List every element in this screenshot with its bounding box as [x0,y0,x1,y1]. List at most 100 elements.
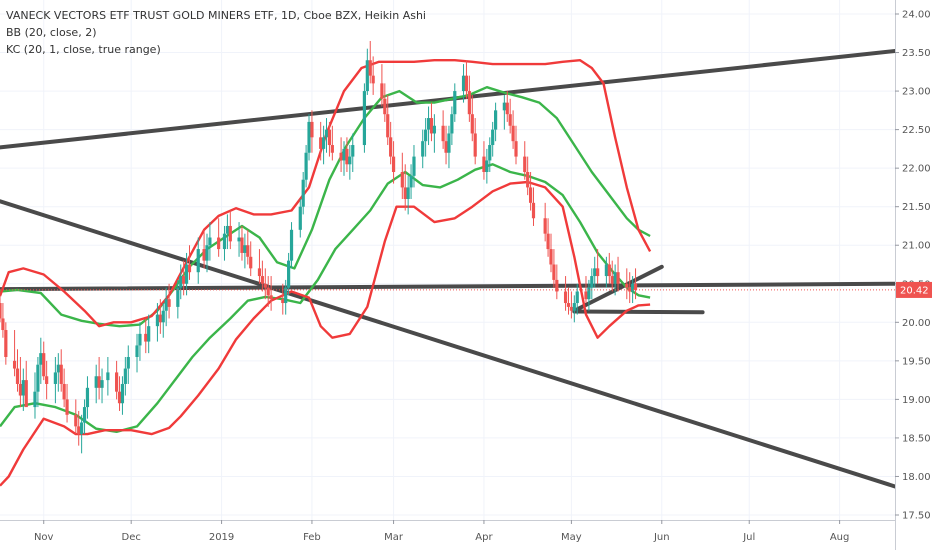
keltner-lower-line [0,163,651,433]
y-tick-label: 19.50 [902,356,931,367]
candle-body [18,383,23,396]
candle-body [187,264,192,273]
candle-down [616,256,620,292]
candle-body [106,372,110,381]
candle-body [301,179,305,207]
candle-down [144,318,148,354]
candle-down [549,233,553,273]
candle-body [426,118,431,130]
candle-body [473,133,477,157]
candle-down [526,156,530,196]
y-axis-background [895,0,932,550]
candle-up [604,256,608,288]
candle-body [182,276,186,284]
candle-down [633,268,638,300]
x-axis[interactable]: Nov Dec 2019 Feb Mar Apr May Jun Jul Aug [0,520,895,550]
candle-up [155,303,160,342]
candle-up [196,237,200,284]
candle-body [631,283,635,292]
keltner-legend[interactable]: KC (20, 1, close, true range) [6,43,161,56]
candle-down [464,60,469,99]
x-tick-label: Jun [653,532,670,543]
candle-body [310,121,314,138]
candle-down [555,264,559,300]
candle-body [339,152,343,161]
candle-up [225,214,229,250]
candle-up [324,118,329,153]
last-price-badge [896,281,932,298]
candle-up [85,376,90,419]
candle-body [45,376,49,384]
candle-up [424,118,428,157]
candle-body [249,256,253,269]
candle-up [179,264,183,300]
candle-body [42,353,46,377]
candle-body [386,114,390,138]
candle-down [467,75,471,122]
candle-up [421,129,425,169]
candle-body [167,299,171,307]
symbol-title[interactable]: VANECK VECTORS ETF TRUST GOLD MINERS ETF… [6,9,426,22]
candle-down [569,291,574,319]
bollinger-legend[interactable]: BB (20, close, 2) [6,26,97,39]
candle-down [528,172,533,211]
candle-body [1,318,5,331]
candle-down [403,164,407,211]
candle-down [327,121,332,157]
candle-body [362,91,367,146]
candle-body [321,137,326,149]
candle-body [80,422,84,435]
candle-body [266,287,270,296]
y-tick-label: 24.00 [902,10,931,21]
candle-body [228,225,232,242]
x-tick-label: Nov [34,532,54,543]
candle-body [184,264,189,284]
candle-body [115,372,119,392]
candle-down [546,218,550,257]
candle-body [176,287,180,307]
candle-body [572,303,576,311]
candle-down [4,322,8,365]
candle-up [56,353,60,392]
candle-down [339,137,343,173]
candle-body [144,333,148,342]
candle-down [531,187,536,226]
candle-body [21,380,25,396]
trendlines [0,48,897,489]
candle-down [281,283,285,315]
candle-down [383,83,387,122]
candle-down [217,218,221,257]
candle-up [631,276,635,304]
candle-body [528,187,533,203]
candle-down [246,229,250,265]
candle-body [467,91,471,115]
candle-body [389,137,393,157]
candle-down [429,102,434,142]
candle-down [473,118,477,165]
candle-up [80,414,84,454]
candle-down [249,241,253,277]
candle-body [327,129,332,146]
candle-up [222,225,227,261]
candle-body [432,125,436,134]
candle-body [383,98,387,115]
candle-up [485,148,489,184]
candle-body [319,137,323,149]
candle-body [491,129,495,146]
candle-body [546,233,550,250]
candle-down [167,283,171,319]
candle-body [566,303,571,307]
candle-down [386,94,390,146]
candle-body [287,260,291,288]
y-axis[interactable]: 24.0023.5023.0022.5022.0021.5021.0020.50… [895,0,932,550]
candle-up [21,368,25,411]
y-tick-label: 19.00 [902,395,931,406]
candle-down [345,137,349,173]
y-tick-label: 22.00 [902,164,931,175]
x-tick-label: May [561,532,582,543]
candle-down [391,141,396,184]
candle-body [450,114,454,134]
candle-body [324,129,329,138]
